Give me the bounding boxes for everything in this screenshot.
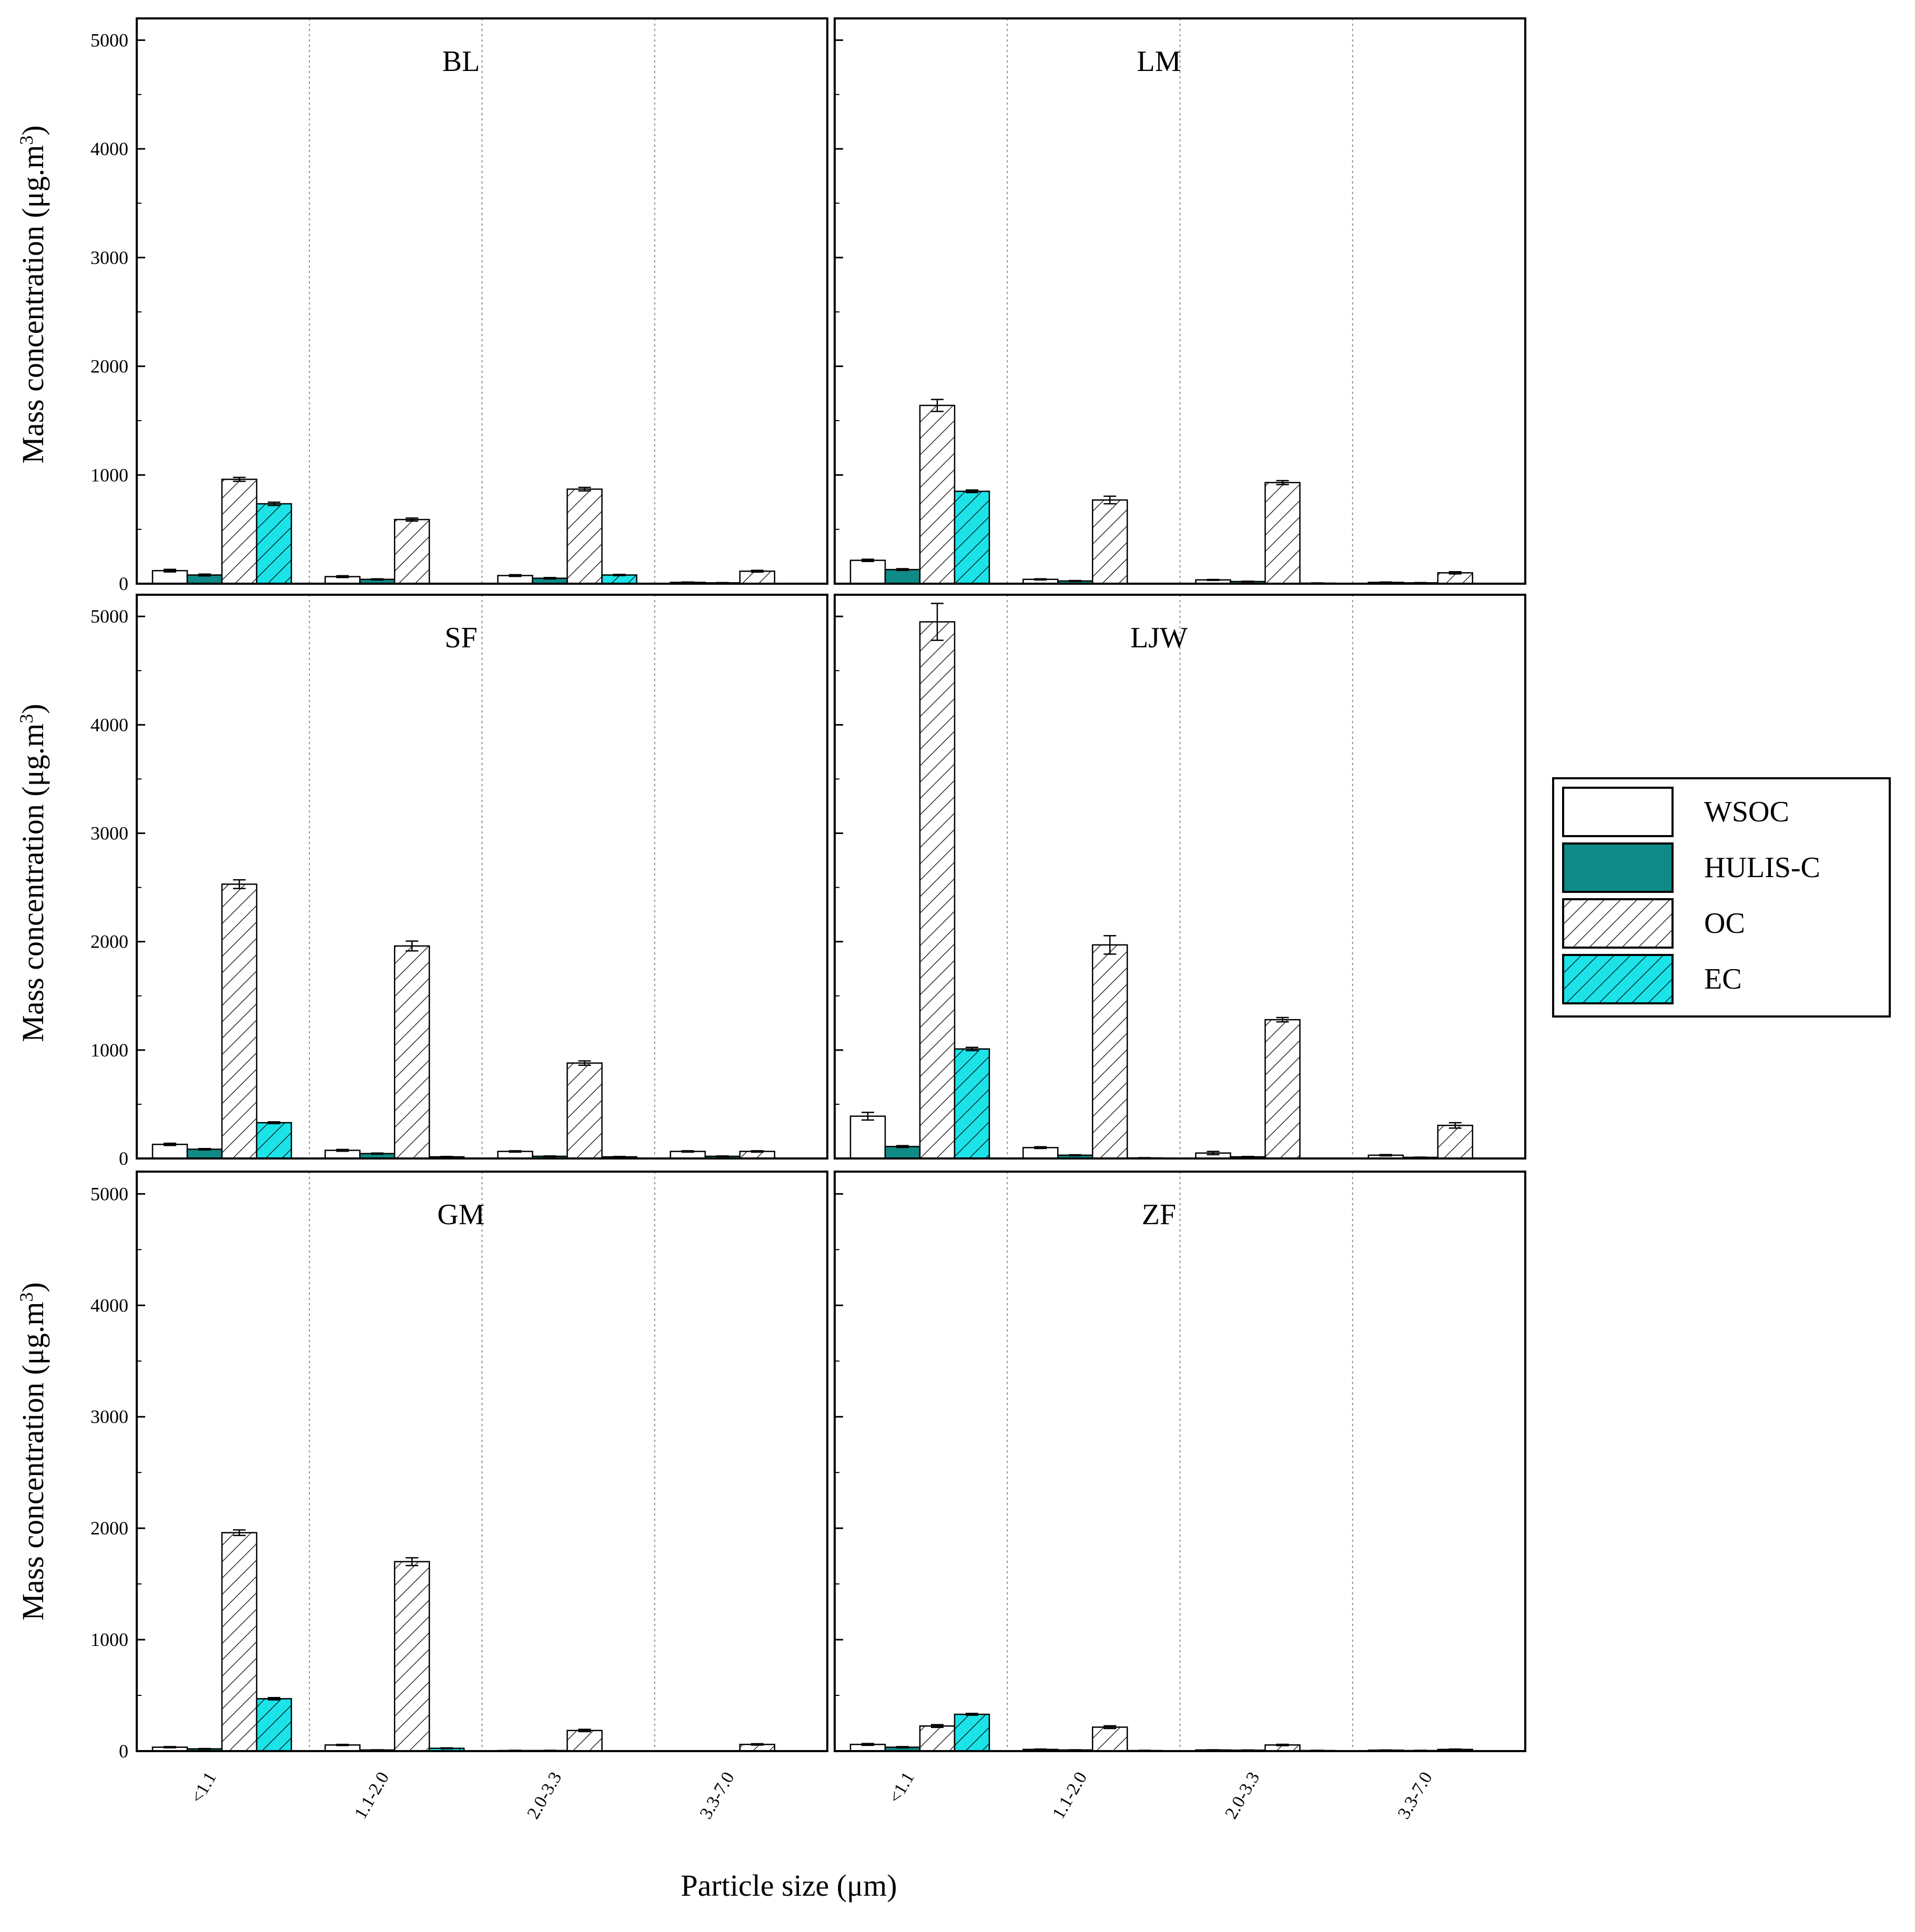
x-tick-label: 3.3-7.0 <box>1394 1769 1436 1823</box>
bar-ljw-oc-0 <box>919 621 956 1160</box>
bar-ljw-wsoc-1 <box>1022 1147 1059 1160</box>
bar-sf-oc-0 <box>221 883 258 1160</box>
panel-frame <box>136 17 828 585</box>
legend-label-ec: EC <box>1704 963 1742 995</box>
legend-label-oc: OC <box>1704 907 1745 940</box>
y-tick-label: 3000 <box>90 823 128 844</box>
x-axis-title: Particle size (μm) <box>681 1868 897 1903</box>
bar-ljw-oc-3 <box>1437 1124 1473 1160</box>
y-tick-label: 3000 <box>90 247 128 268</box>
bar-ljw-oc-2 <box>1264 1019 1301 1160</box>
bar-sf-ec-0 <box>256 1122 292 1160</box>
x-tick-label: 3.3-7.0 <box>696 1769 738 1823</box>
x-tick-label: 1.1-2.0 <box>351 1769 393 1823</box>
x-tick-label: 1.1-2.0 <box>1049 1769 1091 1823</box>
x-tick-label: <1.1 <box>885 1769 918 1807</box>
legend-label-wsoc: WSOC <box>1704 796 1789 828</box>
panel-sf: 0 1000 2000 3000 4000 5000 SF <box>90 594 828 1169</box>
bar-sf-wsoc-0 <box>151 1143 188 1160</box>
panel-title: ZF <box>1142 1198 1176 1231</box>
panel-bl: 0 1000 2000 3000 4000 5000 BL <box>90 17 828 594</box>
bar-ljw-ec-0 <box>954 1048 990 1160</box>
panel-gm: 0 1000 2000 3000 4000 5000 GM <1.1 1.1-2.0 2.0-3.… <box>90 1171 828 1823</box>
panel-title: LM <box>1137 45 1181 78</box>
panel-title: SF <box>444 622 477 654</box>
y-tick-label: 1000 <box>90 1629 128 1650</box>
y-axis-title-row-2: Mass concentration (μg.m3) <box>16 704 50 1042</box>
panel-zf: ZF <1.1 1.1-2.0 2.0-3.3 3.3-7.0 <box>834 1171 1526 1823</box>
y-tick-label: 5000 <box>90 606 128 627</box>
panel-title: GM <box>437 1198 484 1231</box>
panel-frame <box>834 594 1526 1160</box>
y-tick-label: 5000 <box>90 29 128 50</box>
bar-sf-oc-2 <box>566 1062 603 1160</box>
y-tick-label: 0 <box>119 1148 128 1169</box>
bar-lm-oc-1 <box>1092 499 1128 585</box>
bar-gm-oc-2 <box>566 1730 603 1752</box>
bar-bl-oc-1 <box>394 518 430 585</box>
bar-sf-oc-1 <box>394 945 430 1160</box>
bar-lm-oc-0 <box>919 404 956 585</box>
x-tick-label: 2.0-3.3 <box>523 1769 565 1823</box>
y-tick-label: 3000 <box>90 1406 128 1427</box>
panel-frame <box>834 17 1526 585</box>
y-tick-label: 4000 <box>90 714 128 735</box>
panel-ljw: LJW <box>834 594 1526 1160</box>
y-tick-label: 0 <box>119 573 128 594</box>
bar-bl-ec-2 <box>601 574 637 585</box>
panel-frame <box>834 1171 1526 1752</box>
bar-bl-oc-0 <box>221 479 258 585</box>
legend-swatch-oc <box>1562 898 1674 949</box>
y-axis-title-row-3: Mass concentration (μg.m3) <box>16 1282 50 1620</box>
y-tick-label: 4000 <box>90 1295 128 1316</box>
bar-lm-hulis-c-0 <box>884 568 921 585</box>
legend: WSOC HULIS-C OC EC <box>1552 777 1891 1018</box>
bar-lm-ec-0 <box>954 491 990 585</box>
legend-label-hulis-c: HULIS-C <box>1704 851 1820 884</box>
bar-lm-wsoc-0 <box>849 560 886 585</box>
bar-ljw-hulis-c-0 <box>884 1146 921 1160</box>
y-tick-label: 2000 <box>90 931 128 952</box>
bar-bl-oc-2 <box>566 488 603 585</box>
legend-swatch-hulis-c <box>1562 842 1674 893</box>
bar-gm-oc-1 <box>394 1561 430 1752</box>
bar-zf-oc-1 <box>1092 1726 1128 1752</box>
x-tick-label: 2.0-3.3 <box>1221 1769 1263 1823</box>
bar-ljw-oc-1 <box>1092 944 1128 1160</box>
bar-zf-oc-0 <box>919 1725 956 1752</box>
bar-gm-oc-0 <box>221 1532 258 1752</box>
y-tick-label: 4000 <box>90 138 128 159</box>
legend-swatch-ec <box>1562 954 1674 1004</box>
panel-frame <box>136 1171 828 1752</box>
legend-swatch-wsoc <box>1562 787 1674 837</box>
panel-frame <box>136 594 828 1160</box>
y-tick-label: 2000 <box>90 356 128 377</box>
bar-sf-hulis-c-0 <box>186 1148 223 1160</box>
bar-gm-ec-0 <box>256 1698 292 1752</box>
y-tick-label: 5000 <box>90 1183 128 1204</box>
panel-title: LJW <box>1130 622 1188 654</box>
bar-ljw-wsoc-0 <box>849 1115 886 1160</box>
bar-lm-oc-2 <box>1264 482 1301 585</box>
bar-bl-ec-0 <box>256 503 292 585</box>
x-tick-label: <1.1 <box>187 1769 220 1807</box>
y-tick-label: 2000 <box>90 1518 128 1539</box>
y-tick-label: 1000 <box>90 464 128 485</box>
bar-zf-ec-0 <box>954 1713 990 1752</box>
y-tick-label: 0 <box>119 1741 128 1762</box>
panel-lm: LM <box>834 17 1526 585</box>
bar-bl-oc-3 <box>739 570 775 585</box>
bar-bl-wsoc-0 <box>151 570 188 585</box>
y-axis-title-row-1: Mass concentration (μg.m3) <box>16 125 50 463</box>
y-tick-label: 1000 <box>90 1040 128 1061</box>
chart-panels: 0 1000 2000 3000 4000 5000 BL LM 0 1000 2000 3000 40… <box>90 17 1526 1823</box>
panel-title: BL <box>442 45 480 78</box>
